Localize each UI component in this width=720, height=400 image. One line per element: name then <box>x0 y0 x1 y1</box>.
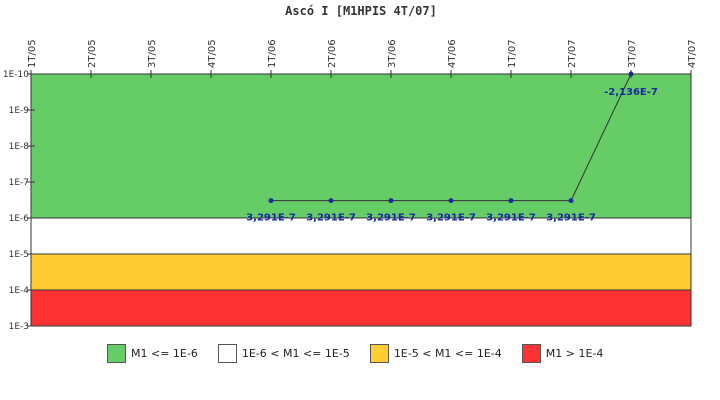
legend-label: 1E-5 < M1 <= 1E-4 <box>393 347 502 360</box>
legend-label: 1E-6 < M1 <= 1E-5 <box>241 347 350 360</box>
x-tick-label: 1T/06 <box>267 39 278 68</box>
data-label: 3,291E-7 <box>546 213 596 224</box>
x-ticks: 1T/05 2T/05 3T/05 4T/05 1T/06 2T/06 3T/06 4T/06… <box>27 39 698 78</box>
y-tick-label: 1E-5 <box>9 250 29 260</box>
data-point <box>508 198 514 204</box>
legend-item: 1E-6 < M1 <= 1E-5 <box>217 344 350 363</box>
legend: M1 <= 1E-6 1E-6 < M1 <= 1E-5 1E-5 < M1 <= … <box>107 344 603 363</box>
data-point <box>388 198 394 204</box>
plot-frame <box>30 73 692 327</box>
x-tick-label: 3T/06 <box>387 39 398 68</box>
legend-item: M1 <= 1E-6 <box>107 344 198 363</box>
x-tick-label: 4T/07 <box>687 39 698 68</box>
y-tick-label: 1E-4 <box>9 286 30 296</box>
y-tick-label: 1E-9 <box>9 106 30 116</box>
legend-label: M1 <= 1E-6 <box>131 347 198 360</box>
bands-layer <box>30 73 692 327</box>
data-point <box>268 198 274 204</box>
data-label: 3,291E-7 <box>486 213 536 224</box>
series-layer: 3,291E-7 3,291E-7 3,291E-7 3,291E-7 3,291E-7… <box>246 71 658 224</box>
y-tick-label: 1E-8 <box>9 142 30 152</box>
band-1 <box>30 217 692 255</box>
legend-item: M1 > 1E-4 <box>521 344 604 363</box>
y-ticks: 1E-10 1E-9 1E-8 1E-7 1E-6 1E-5 1E-4 1E-3 <box>3 70 35 332</box>
x-tick-label: 4T/05 <box>207 39 218 68</box>
x-tick-label: 4T/06 <box>447 39 458 68</box>
legend-swatch <box>369 344 389 363</box>
data-label: 3,291E-7 <box>246 213 296 224</box>
x-tick-label: 1T/05 <box>27 39 38 68</box>
legend-swatch <box>107 344 126 363</box>
data-label: 3,291E-7 <box>426 213 476 224</box>
x-tick-label: 3T/05 <box>147 39 158 68</box>
data-point <box>328 198 334 204</box>
legend-swatch <box>217 344 237 363</box>
chart-title: Ascó I [M1HPIS 4T/07] <box>285 4 437 18</box>
y-tick-label: 1E-6 <box>9 214 30 224</box>
band-0 <box>30 73 692 219</box>
x-tick-label: 3T/07 <box>627 39 638 68</box>
legend-item: 1E-5 < M1 <= 1E-4 <box>369 344 502 363</box>
y-tick-label: 1E-10 <box>3 70 29 80</box>
legend-label: M1 > 1E-4 <box>545 347 604 360</box>
x-tick-label: 2T/07 <box>567 39 578 68</box>
data-label: 3,291E-7 <box>306 213 356 224</box>
band-2 <box>30 253 692 291</box>
y-tick-label: 1E-7 <box>9 178 29 188</box>
data-point <box>568 198 574 204</box>
legend-swatch <box>521 344 541 363</box>
data-label: -2,136E-7 <box>604 87 658 98</box>
y-tick-label: 1E-3 <box>9 322 29 332</box>
x-tick-label: 2T/06 <box>327 39 338 68</box>
data-label: 3,291E-7 <box>366 213 416 224</box>
x-tick-label: 2T/05 <box>87 39 98 68</box>
x-tick-label: 1T/07 <box>507 39 518 68</box>
band-3 <box>30 289 692 327</box>
data-point <box>448 198 454 204</box>
